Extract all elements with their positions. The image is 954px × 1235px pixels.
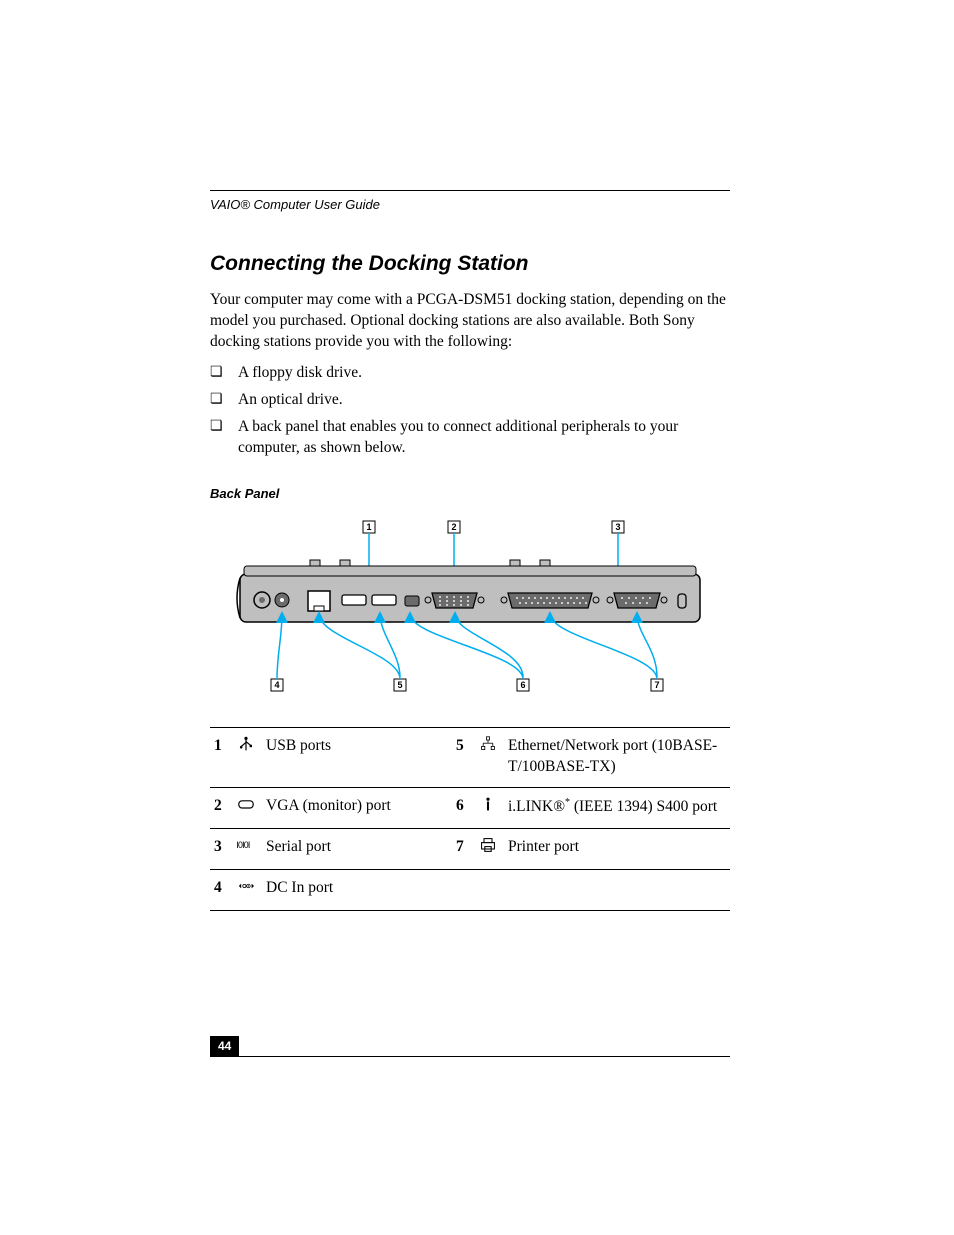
- ethernet-icon: [478, 736, 498, 752]
- vga-icon: [236, 796, 256, 812]
- header-rule: [210, 190, 730, 191]
- ilink-icon: [478, 796, 498, 812]
- page-footer: 44: [210, 1036, 730, 1057]
- legend-number: 6: [452, 787, 474, 828]
- section-title: Connecting the Docking Station: [210, 252, 730, 276]
- bullet-item: ❏An optical drive.: [210, 390, 730, 411]
- legend-number: 1: [210, 728, 232, 787]
- legend-number: 2: [210, 787, 232, 828]
- legend-icon: [232, 787, 262, 828]
- bullet-icon: ❏: [210, 417, 238, 437]
- legend-number: 7: [452, 828, 474, 869]
- legend-label: Ethernet/Network port (10BASE-T/100BASE-…: [504, 728, 730, 787]
- bullet-icon: ❏: [210, 390, 238, 410]
- intro-paragraph: Your computer may come with a PCGA-DSM51…: [210, 290, 730, 353]
- back-panel-diagram: 1 2 3 4 5 6 7: [210, 519, 730, 699]
- svg-text:3: 3: [615, 522, 620, 532]
- legend-icon: [474, 787, 504, 828]
- svg-text:1: 1: [366, 522, 371, 532]
- legend-number: 3: [210, 828, 232, 869]
- legend-icon: I0I0I: [232, 828, 262, 869]
- usb-icon: [236, 736, 256, 752]
- legend-label: [504, 870, 730, 911]
- svg-text:2: 2: [451, 522, 456, 532]
- legend-label: i.LINK®* (IEEE 1394) S400 port: [504, 787, 730, 828]
- figure-caption: Back Panel: [210, 486, 730, 501]
- legend-number: 5: [452, 728, 474, 787]
- bullet-item: ❏A floppy disk drive.: [210, 363, 730, 384]
- bullet-text: A floppy disk drive.: [238, 363, 362, 384]
- legend-icon: [232, 870, 262, 911]
- bullet-icon: ❏: [210, 363, 238, 383]
- printer-icon: [478, 837, 498, 853]
- legend-label: USB ports: [262, 728, 452, 787]
- legend-row: 4 DC In port: [210, 870, 730, 911]
- bullet-text: An optical drive.: [238, 390, 343, 411]
- bullet-list: ❏A floppy disk drive.❏An optical drive.❏…: [210, 363, 730, 459]
- legend-number: 4: [210, 870, 232, 911]
- bullet-text: A back panel that enables you to connect…: [238, 417, 730, 459]
- legend-row: 2 VGA (monitor) port6 i.LINK®* (IEEE 1394)…: [210, 787, 730, 828]
- legend-icon: [474, 870, 504, 911]
- legend-label: Serial port: [262, 828, 452, 869]
- svg-text:4: 4: [274, 680, 279, 690]
- legend-label: DC In port: [262, 870, 452, 911]
- footer-rule: [210, 1056, 730, 1057]
- legend-number: [452, 870, 474, 911]
- svg-text:7: 7: [654, 680, 659, 690]
- svg-text:5: 5: [397, 680, 402, 690]
- dc-in-icon: [236, 878, 256, 894]
- legend-icon: [474, 728, 504, 787]
- port-legend-table: 1 USB ports5 Ethernet/Network port (10BASE…: [210, 727, 730, 911]
- docking-station-svg: 1 2 3 4 5 6 7: [230, 519, 710, 699]
- page-number: 44: [210, 1036, 239, 1056]
- legend-icon: [474, 828, 504, 869]
- bullet-item: ❏A back panel that enables you to connec…: [210, 417, 730, 459]
- serial-icon: I0I0I: [236, 837, 256, 853]
- page-content: VAIO® Computer User Guide Connecting the…: [210, 190, 730, 911]
- legend-label: VGA (monitor) port: [262, 787, 452, 828]
- legend-row: 3 I0I0I Serial port7 Printer port: [210, 828, 730, 869]
- legend-row: 1 USB ports5 Ethernet/Network port (10BASE…: [210, 728, 730, 787]
- running-header: VAIO® Computer User Guide: [210, 197, 730, 212]
- svg-text:6: 6: [520, 680, 525, 690]
- legend-icon: [232, 728, 262, 787]
- svg-text:I0I0I: I0I0I: [236, 840, 249, 850]
- legend-label: Printer port: [504, 828, 730, 869]
